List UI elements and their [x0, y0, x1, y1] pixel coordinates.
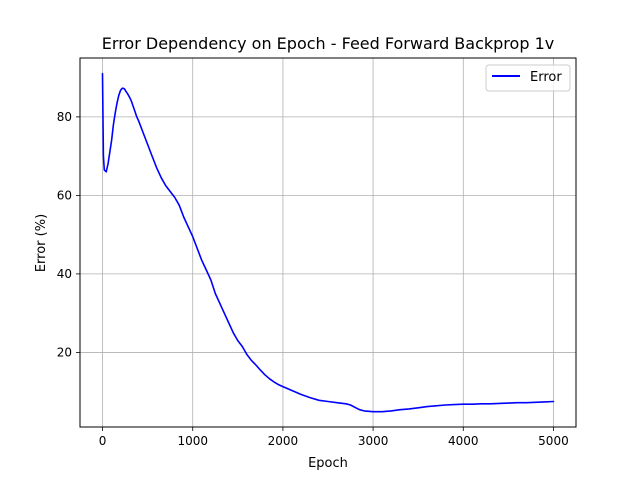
series-layer	[101, 72, 555, 413]
grid	[80, 58, 576, 427]
x-tick-label: 3000	[358, 434, 389, 448]
x-tick-label: 5000	[538, 434, 569, 448]
y-tick-label: 80	[57, 110, 72, 124]
y-tick-label: 40	[57, 267, 72, 281]
legend-box	[485, 64, 571, 92]
x-tick-label: 0	[99, 434, 107, 448]
y-tick-label: 60	[57, 188, 72, 202]
legend-label-error: Error	[530, 70, 562, 85]
series-line-error	[101, 72, 555, 413]
y-tick-label: 20	[57, 345, 72, 359]
x-tick-label: 2000	[268, 434, 299, 448]
x-tick-label: 4000	[448, 434, 479, 448]
y-axis-label: Error (%)	[34, 214, 49, 272]
plot-frame	[79, 57, 577, 428]
chart-title: Error Dependency on Epoch - Feed Forward…	[102, 34, 554, 53]
ticks: 0 1000 2000 3000 4000 5000 20 40 60 80	[57, 110, 569, 448]
legend: Error	[485, 64, 571, 92]
x-axis-label: Epoch	[308, 456, 348, 471]
x-tick-label: 1000	[177, 434, 208, 448]
